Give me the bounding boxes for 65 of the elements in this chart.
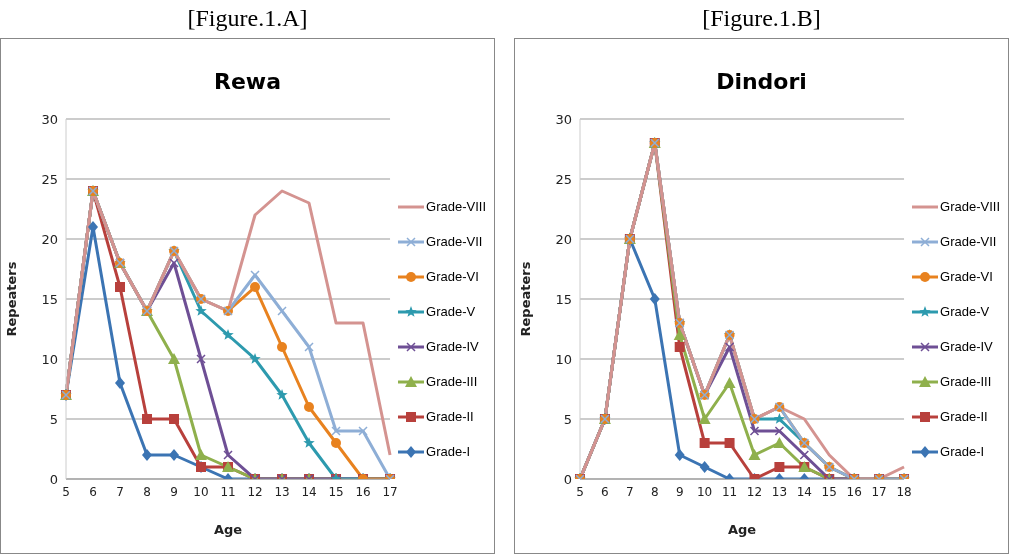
- x-tick-label: 12: [746, 484, 763, 499]
- x-tick-label: 13: [274, 484, 290, 499]
- legend-label: Grade-VI: [426, 269, 479, 284]
- x-tick-label: 11: [721, 484, 738, 499]
- y-tick-label: 30: [41, 111, 58, 127]
- legend-label: Grade-IV: [940, 339, 993, 354]
- x-tick-label: 9: [675, 484, 684, 499]
- x-tick-label: 6: [601, 484, 609, 499]
- x-tick-label: 18: [896, 484, 912, 499]
- legend-label: Grade-IV: [426, 339, 479, 354]
- y-tick-label: 10: [41, 351, 58, 367]
- x-tick-label: 15: [328, 484, 344, 499]
- text: [Figure.1.A]: [186, 4, 309, 33]
- x-tick-label: 12: [247, 484, 263, 499]
- y-tick-label: 0: [563, 471, 572, 487]
- x-tick-label: 16: [846, 484, 862, 499]
- x-tick-label: 7: [116, 484, 124, 499]
- y-tick-label: 25: [41, 171, 58, 187]
- y-axis-title: Repeaters: [517, 261, 533, 337]
- y-tick-label: 25: [555, 171, 572, 187]
- y-tick-label: 20: [555, 231, 572, 247]
- legend-label: Grade-V: [426, 304, 476, 319]
- legend-label: Grade-VIII: [426, 199, 486, 214]
- y-tick-label: 5: [49, 411, 58, 427]
- x-tick-label: 17: [871, 484, 887, 499]
- text: [Figure.1.B]: [701, 4, 822, 33]
- legend-label: Grade-VII: [940, 234, 997, 249]
- x-tick-label: 16: [355, 484, 371, 499]
- x-tick-label: 5: [576, 484, 584, 499]
- x-tick-label: 11: [220, 484, 236, 499]
- y-axis-title: Repeaters: [3, 261, 19, 337]
- x-tick-label: 5: [62, 484, 70, 499]
- legend-label: Grade-VI: [940, 269, 993, 284]
- x-tick-label: 6: [89, 484, 97, 499]
- legend-label: Grade-I: [940, 444, 985, 459]
- legend-label: Grade-II: [426, 409, 474, 424]
- x-tick-label: 10: [193, 484, 209, 499]
- x-tick-label: 15: [821, 484, 837, 499]
- x-tick-label: 7: [626, 484, 634, 499]
- legend-label: Grade-VII: [426, 234, 483, 249]
- y-tick-label: 0: [49, 471, 58, 487]
- x-tick-label: 17: [382, 484, 398, 499]
- legend-label: Grade-VIII: [940, 199, 1000, 214]
- y-tick-label: 10: [555, 351, 572, 367]
- x-tick-label: 10: [696, 484, 713, 499]
- x-tick-label: 14: [301, 484, 317, 499]
- legend-label: Grade-I: [426, 444, 471, 459]
- y-tick-label: 15: [41, 291, 58, 307]
- chart-title: Rewa: [213, 69, 282, 96]
- y-tick-label: 30: [555, 111, 572, 127]
- legend-label: Grade-II: [940, 409, 988, 424]
- chart-title: Dindori: [715, 69, 808, 96]
- legend-label: Grade-III: [940, 374, 992, 389]
- x-tick-label: 13: [771, 484, 788, 499]
- legend-label: Grade-III: [426, 374, 478, 389]
- y-tick-label: 20: [41, 231, 58, 247]
- y-tick-label: 5: [563, 411, 572, 427]
- x-tick-label: 14: [796, 484, 812, 499]
- x-tick-label: 9: [170, 484, 178, 499]
- x-axis-title: Age: [213, 522, 243, 537]
- legend-label: Grade-V: [940, 304, 990, 319]
- x-tick-label: 8: [650, 484, 659, 499]
- y-tick-label: 15: [555, 291, 572, 307]
- x-axis-title: Age: [727, 522, 757, 537]
- x-tick-label: 8: [143, 484, 151, 499]
